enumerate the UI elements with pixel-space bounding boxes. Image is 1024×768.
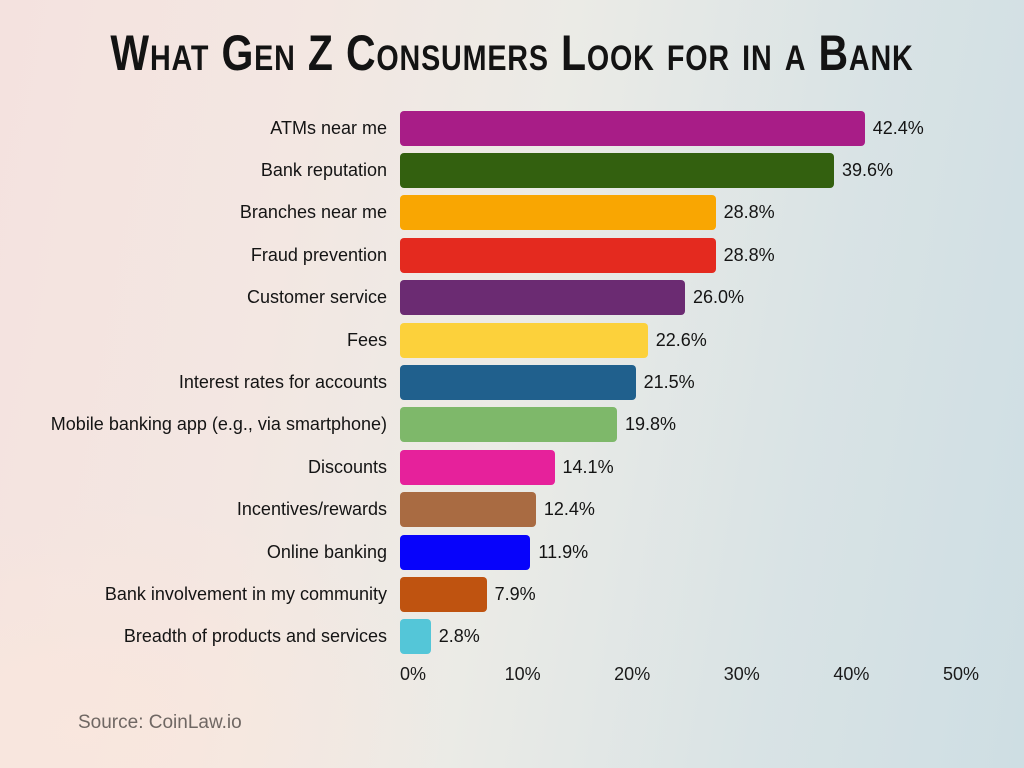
category-label: Online banking — [266, 541, 387, 562]
category-label: Incentives/rewards — [236, 499, 387, 520]
source-attribution: Source: CoinLaw.io — [78, 712, 242, 733]
bar-row: Bank reputation 39.6% — [0, 149, 1024, 191]
chart-title: What Gen Z Consumers Look for in a Bank — [110, 25, 914, 81]
x-axis-tick: 10% — [504, 664, 541, 685]
bar-track: 19.8% — [400, 407, 1024, 443]
bar — [400, 365, 636, 401]
bar-track: 28.8% — [400, 237, 1024, 273]
value-label: 14.1% — [562, 456, 614, 477]
category-label: Branches near me — [239, 202, 387, 223]
bar-track: 22.6% — [400, 322, 1024, 358]
bar — [400, 576, 487, 612]
x-axis-tick: 40% — [833, 664, 870, 685]
category-label: Fees — [346, 329, 387, 350]
bar-rows: ATMs near me 42.4% Bank reputation 39.6%… — [0, 107, 1024, 658]
bar-track: 42.4% — [400, 110, 1024, 146]
bar-row: Discounts 14.1% — [0, 446, 1024, 488]
bar — [400, 195, 716, 231]
bar-track: 2.8% — [400, 619, 1024, 655]
bar — [400, 153, 835, 189]
value-label: 42.4% — [872, 117, 924, 138]
value-label: 39.6% — [842, 160, 894, 181]
category-label: Customer service — [246, 287, 387, 308]
bar — [400, 534, 531, 570]
bar-row: Fees 22.6% — [0, 319, 1024, 361]
bar-row: Incentives/rewards 12.4% — [0, 489, 1024, 531]
bar-track: 7.9% — [400, 576, 1024, 612]
value-label: 19.8% — [625, 414, 677, 435]
value-label: 7.9% — [494, 583, 536, 604]
value-label: 28.8% — [723, 244, 775, 265]
value-label: 11.9% — [538, 541, 589, 562]
bar — [400, 492, 536, 528]
bar-track: 26.0% — [400, 280, 1024, 316]
bar-track: 39.6% — [400, 153, 1024, 189]
bar — [400, 619, 431, 655]
bar-chart: ATMs near me 42.4% Bank reputation 39.6%… — [0, 107, 1024, 687]
bar-row: Interest rates for accounts 21.5% — [0, 361, 1024, 403]
bar-track: 14.1% — [400, 449, 1024, 485]
bar-row: Mobile banking app (e.g., via smartphone… — [0, 404, 1024, 446]
value-label: 2.8% — [438, 626, 480, 647]
category-label: Bank involvement in my community — [104, 583, 387, 604]
value-label: 28.8% — [723, 202, 775, 223]
bar — [400, 280, 685, 316]
bar-track: 12.4% — [400, 492, 1024, 528]
category-label: Interest rates for accounts — [178, 372, 387, 393]
x-axis-tick: 0% — [399, 664, 427, 685]
bar — [400, 322, 648, 358]
value-label: 22.6% — [655, 329, 707, 350]
bar-row: Customer service 26.0% — [0, 277, 1024, 319]
bar-row: Breadth of products and services 2.8% — [0, 616, 1024, 658]
bar-row: Online banking 11.9% — [0, 531, 1024, 573]
category-label: Mobile banking app (e.g., via smartphone… — [50, 414, 387, 435]
bar-track: 21.5% — [400, 365, 1024, 401]
bar-row: Branches near me 28.8% — [0, 192, 1024, 234]
x-axis-tick: 50% — [942, 664, 980, 685]
x-axis: 0% 10% 20% 30% 40% 50% — [400, 661, 979, 687]
category-label: Bank reputation — [260, 160, 387, 181]
bar — [400, 110, 865, 146]
category-label: ATMs near me — [270, 117, 387, 138]
category-label: Fraud prevention — [250, 244, 387, 265]
category-label: Discounts — [307, 456, 387, 477]
bar-track: 11.9% — [400, 534, 1024, 570]
bar-row: Fraud prevention 28.8% — [0, 234, 1024, 276]
bar — [400, 449, 555, 485]
bar-row: Bank involvement in my community 7.9% — [0, 573, 1024, 615]
bar-row: ATMs near me 42.4% — [0, 107, 1024, 149]
category-label: Breadth of products and services — [123, 626, 387, 647]
bar — [400, 237, 716, 273]
value-label: 26.0% — [692, 287, 744, 308]
bar-track: 28.8% — [400, 195, 1024, 231]
value-label: 12.4% — [543, 499, 595, 520]
bar — [400, 407, 617, 443]
x-axis-tick: 20% — [614, 664, 651, 685]
value-label: 21.5% — [643, 372, 695, 393]
x-axis-tick: 30% — [723, 664, 760, 685]
